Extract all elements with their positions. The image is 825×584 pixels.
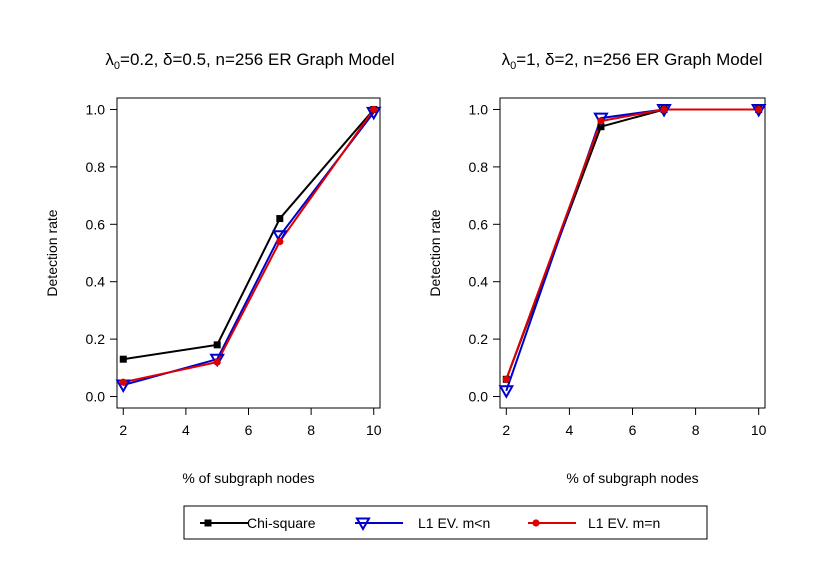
data-point	[498, 385, 515, 399]
chart-title: λ0=1, δ=2, n=256 ER Graph Model	[502, 50, 763, 72]
y-axis-label: Detection rate	[44, 209, 60, 296]
title-lambda: λ	[105, 50, 114, 69]
plot-frame	[116, 97, 381, 409]
y-tick-label: 0.8	[469, 159, 489, 175]
x-tick-label: 8	[307, 422, 315, 438]
y-tick-label: 0.2	[469, 331, 489, 347]
x-axis-label: % of subgraph nodes	[182, 470, 314, 486]
x-tick-label: 4	[182, 422, 190, 438]
data-point	[119, 355, 127, 363]
legend-label: L1 EV. m<n	[418, 515, 490, 531]
x-tick-label: 10	[366, 422, 382, 438]
series-line-l1-ev-m-n	[505, 108, 759, 392]
data-point	[597, 123, 605, 131]
data-point	[593, 112, 609, 127]
y-tick-label: 0.2	[86, 331, 106, 347]
y-tick-label: 0.6	[469, 216, 489, 232]
data-point	[213, 358, 221, 366]
series-line-l1-ev-m-n	[505, 108, 759, 380]
x-tick-label: 6	[629, 422, 637, 438]
y-tick-label: 0.4	[469, 274, 489, 290]
legend-marker	[355, 517, 371, 532]
y-axis-label: Detection rate	[427, 209, 443, 296]
left-chart-panel: λ0=0.2, δ=0.5, n=256 ER Graph Model 0.0 0.…	[44, 50, 395, 486]
title-subscript: 0	[510, 60, 516, 72]
y-tick-label: 0.8	[86, 159, 106, 175]
title-rest: =1, δ=2, n=256 ER Graph Model	[516, 50, 762, 69]
series-line-chi-square	[505, 108, 759, 380]
data-point	[209, 353, 225, 368]
legend-label: Chi-square	[247, 515, 316, 531]
x-tick-label: 10	[751, 422, 767, 438]
plot-frame	[499, 97, 766, 409]
y-tick-label: 0.0	[86, 389, 106, 405]
x-axis-label: % of subgraph nodes	[566, 470, 698, 486]
series-line-chi-square	[123, 108, 375, 361]
data-point	[119, 378, 127, 386]
x-tick-label: 2	[502, 422, 510, 438]
legend-marker	[204, 519, 212, 527]
series-line-l1-ev-m-n	[123, 108, 375, 384]
x-tick-label: 8	[692, 422, 700, 438]
legend-box	[183, 505, 708, 540]
data-point	[213, 341, 221, 349]
y-tick-label: 1.0	[469, 101, 489, 117]
title-lambda: λ	[502, 50, 511, 69]
x-tick-label: 4	[566, 422, 574, 438]
title-subscript: 0	[114, 60, 120, 72]
data-point	[597, 117, 605, 125]
y-tick-label: 0.4	[86, 274, 106, 290]
y-tick-label: 1.0	[86, 101, 106, 117]
legend-marker	[532, 519, 540, 527]
y-tick-label: 0.6	[86, 216, 106, 232]
data-point	[755, 105, 763, 114]
chart-title: λ0=0.2, δ=0.5, n=256 ER Graph Model	[105, 50, 394, 72]
data-point	[276, 215, 284, 223]
legend-label: L1 EV. m=n	[588, 515, 660, 531]
data-point	[276, 237, 284, 246]
data-point	[502, 375, 510, 383]
x-tick-label: 6	[245, 422, 253, 438]
title-rest: =0.2, δ=0.5, n=256 ER Graph Model	[120, 50, 395, 69]
y-tick-label: 0.0	[469, 389, 489, 405]
legend: Chi-square L1 EV. m<n L1 EV. m=n	[183, 505, 708, 540]
right-chart-panel: λ0=1, δ=2, n=256 ER Graph Model 0.0 0.2 0.4…	[427, 50, 767, 486]
data-point	[660, 105, 668, 114]
data-point	[370, 105, 378, 114]
data-point	[272, 230, 288, 244]
x-tick-label: 2	[119, 422, 127, 438]
